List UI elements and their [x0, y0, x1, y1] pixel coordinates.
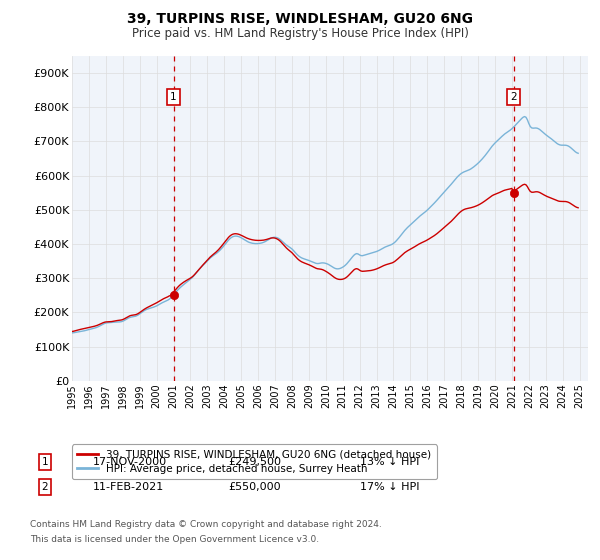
Text: 17-NOV-2000: 17-NOV-2000 [93, 457, 167, 467]
Text: 1: 1 [41, 457, 49, 467]
Text: 2: 2 [41, 482, 49, 492]
Text: £550,000: £550,000 [228, 482, 281, 492]
Text: 11-FEB-2021: 11-FEB-2021 [93, 482, 164, 492]
Text: This data is licensed under the Open Government Licence v3.0.: This data is licensed under the Open Gov… [30, 535, 319, 544]
Text: £249,500: £249,500 [228, 457, 281, 467]
Text: Price paid vs. HM Land Registry's House Price Index (HPI): Price paid vs. HM Land Registry's House … [131, 27, 469, 40]
Text: Contains HM Land Registry data © Crown copyright and database right 2024.: Contains HM Land Registry data © Crown c… [30, 520, 382, 529]
Text: 2: 2 [510, 92, 517, 102]
Text: 13% ↓ HPI: 13% ↓ HPI [360, 457, 419, 467]
Text: 39, TURPINS RISE, WINDLESHAM, GU20 6NG: 39, TURPINS RISE, WINDLESHAM, GU20 6NG [127, 12, 473, 26]
Text: 17% ↓ HPI: 17% ↓ HPI [360, 482, 419, 492]
Legend: 39, TURPINS RISE, WINDLESHAM, GU20 6NG (detached house), HPI: Average price, det: 39, TURPINS RISE, WINDLESHAM, GU20 6NG (… [72, 445, 437, 479]
Text: 1: 1 [170, 92, 177, 102]
